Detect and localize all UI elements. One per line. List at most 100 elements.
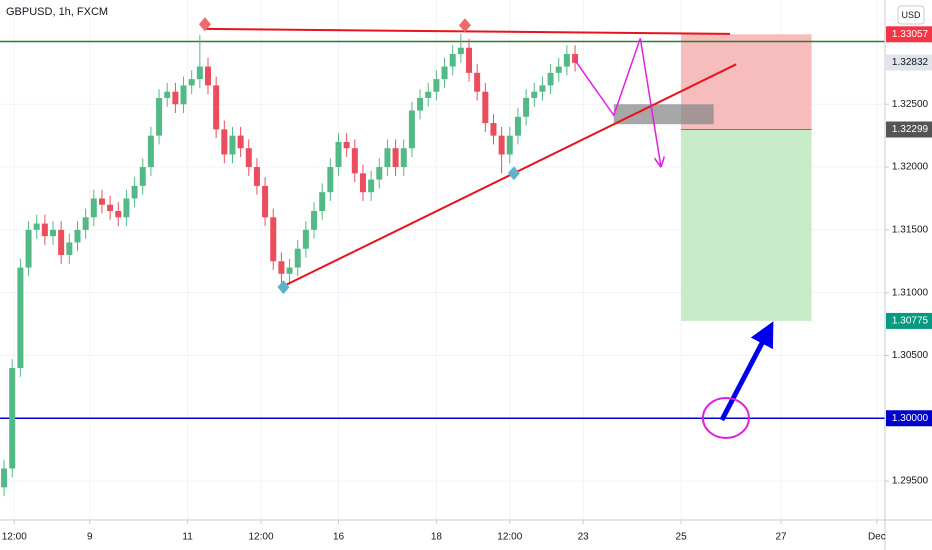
candle-body bbox=[164, 91, 171, 98]
y-tick-label: 1.30500 bbox=[892, 350, 929, 361]
candle-body bbox=[213, 85, 220, 130]
y-tick-label: 1.31500 bbox=[892, 224, 929, 235]
candle-body bbox=[425, 91, 432, 98]
candle-body bbox=[384, 148, 391, 168]
candle-body bbox=[286, 267, 293, 274]
candle-body bbox=[123, 198, 130, 218]
x-tick-label: 18 bbox=[431, 532, 443, 543]
candle-body bbox=[9, 368, 16, 469]
candle-body bbox=[490, 123, 497, 136]
candle-body bbox=[294, 248, 301, 268]
candle-body bbox=[1, 468, 8, 488]
x-tick-label: 12:00 bbox=[497, 532, 522, 543]
y-tick-label: 1.32000 bbox=[892, 162, 929, 173]
candle-body bbox=[147, 135, 154, 168]
candle-body bbox=[498, 135, 505, 155]
candle-body bbox=[466, 47, 473, 73]
candle-body bbox=[204, 66, 211, 86]
candle-body bbox=[74, 229, 81, 243]
highlight-circle bbox=[701, 397, 750, 440]
price-label-box bbox=[886, 26, 932, 43]
price-label: 1.32299 bbox=[892, 124, 929, 135]
candle-body bbox=[539, 85, 546, 92]
symbol-title: GBPUSD, 1h, FXCM bbox=[6, 6, 108, 18]
price-label-box bbox=[886, 121, 932, 138]
price-label: 1.33057 bbox=[892, 29, 929, 40]
candle-body bbox=[343, 141, 350, 149]
arrow-path bbox=[719, 321, 774, 422]
price-label-box bbox=[886, 312, 932, 329]
candle-body bbox=[25, 229, 32, 268]
candle-body bbox=[245, 148, 252, 168]
candle-body bbox=[408, 110, 415, 149]
candle-body bbox=[156, 97, 163, 136]
x-tick-label: 12:00 bbox=[2, 532, 27, 543]
pivot-marker bbox=[277, 280, 290, 295]
currency-label: USD bbox=[901, 10, 921, 20]
candle-body bbox=[196, 66, 203, 80]
candle-body bbox=[262, 185, 269, 218]
candle-body bbox=[17, 267, 24, 369]
candle-body bbox=[441, 66, 448, 80]
price-label: 1.30000 bbox=[892, 413, 929, 424]
y-tick-label: 1.31000 bbox=[892, 287, 929, 298]
candle-body bbox=[572, 54, 579, 63]
candle-body bbox=[98, 198, 105, 205]
candle-body bbox=[474, 72, 481, 92]
candle-body bbox=[115, 211, 122, 218]
candle-body bbox=[433, 79, 440, 92]
zone bbox=[613, 104, 714, 125]
candle-body bbox=[50, 229, 57, 237]
candle-body bbox=[319, 192, 326, 212]
y-tick-label: 1.32500 bbox=[892, 99, 929, 110]
x-tick-label: 11 bbox=[182, 532, 193, 543]
candle-body bbox=[514, 116, 521, 136]
candle-body bbox=[172, 91, 179, 105]
plot-area bbox=[0, 0, 885, 520]
candle-body bbox=[311, 211, 318, 230]
price-label: 1.30775 bbox=[892, 316, 929, 327]
pivot-marker bbox=[458, 18, 471, 33]
trend-line bbox=[203, 27, 731, 35]
candle-body bbox=[221, 129, 228, 155]
candle-body bbox=[253, 167, 260, 186]
candle-body bbox=[66, 242, 73, 255]
x-tick-label: 16 bbox=[333, 532, 345, 543]
x-tick-label: 23 bbox=[578, 532, 590, 543]
candle-body bbox=[506, 135, 513, 155]
candle-body bbox=[139, 167, 146, 186]
candle-body bbox=[107, 204, 114, 212]
candle-body bbox=[302, 229, 309, 249]
x-tick-label: 12:00 bbox=[248, 532, 273, 543]
candle-body bbox=[376, 167, 383, 180]
candle-body bbox=[58, 229, 65, 255]
price-label: 1.32832 bbox=[892, 57, 929, 68]
currency-button[interactable] bbox=[897, 5, 925, 25]
candle-body bbox=[400, 148, 407, 168]
y-tick-label: 1.29500 bbox=[892, 476, 929, 487]
candle-body bbox=[449, 54, 456, 67]
candle-body bbox=[278, 261, 285, 274]
candle-body bbox=[90, 198, 97, 218]
price-label-box bbox=[886, 410, 932, 427]
candle-body bbox=[368, 179, 375, 193]
candle-body bbox=[555, 66, 562, 73]
candle-body bbox=[41, 223, 48, 237]
x-tick-label: 27 bbox=[775, 532, 787, 543]
price-label-box bbox=[886, 54, 932, 71]
candle-body bbox=[327, 167, 334, 193]
candle-body bbox=[457, 47, 464, 55]
candle-body bbox=[237, 135, 244, 149]
candle-body bbox=[359, 173, 366, 193]
candle-body bbox=[351, 148, 358, 174]
candle-body bbox=[547, 72, 554, 86]
candle-body bbox=[188, 79, 195, 86]
candle-body bbox=[33, 223, 40, 230]
candle-body bbox=[392, 148, 399, 168]
x-tick-label: 25 bbox=[676, 532, 688, 543]
candle-body bbox=[270, 217, 277, 262]
candle-body bbox=[131, 185, 138, 199]
candle-body bbox=[335, 141, 342, 168]
